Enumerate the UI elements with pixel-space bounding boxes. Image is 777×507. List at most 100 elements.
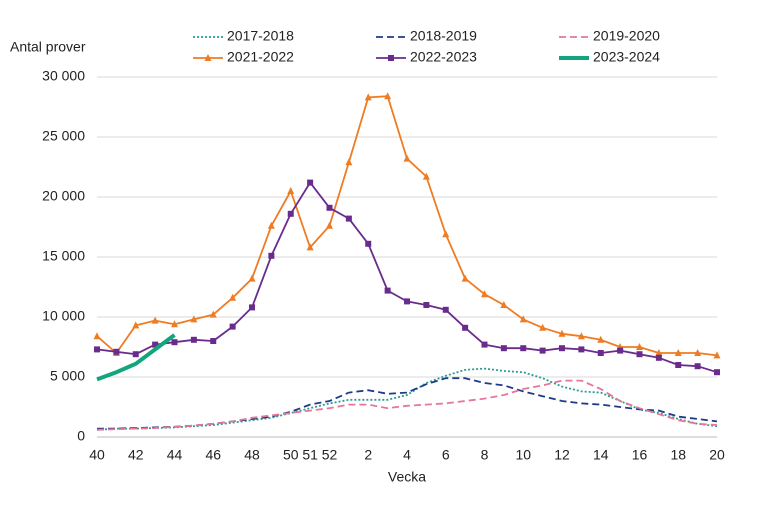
marker [714,369,720,376]
legend-label: 2019-2020 [593,28,660,44]
x-tick-label: 14 [593,447,609,463]
x-tick-label: 6 [442,447,450,463]
marker [190,315,198,323]
marker [404,298,410,305]
marker [171,339,178,346]
marker [113,348,120,355]
marker [151,316,159,324]
x-tick-label: 46 [205,447,221,463]
x-tick-label: 20 [709,447,725,463]
marker [558,329,566,337]
series-line [96,181,718,374]
marker [674,349,682,356]
marker [694,363,701,370]
legend-label: 2021-2022 [227,49,294,65]
marker [636,351,643,358]
marker [267,221,275,229]
series-line [96,333,176,382]
marker [597,335,605,343]
marker [442,230,450,238]
marker [365,240,372,247]
x-tick-label: 51 [302,447,318,463]
marker [597,350,604,356]
marker [94,346,100,353]
y-tick-label: 20 000 [42,188,85,204]
marker [559,345,565,352]
legend-label: 2022-2023 [410,49,477,65]
marker [713,351,721,359]
series-line [96,367,718,431]
marker [384,287,391,294]
marker [636,343,643,350]
marker [577,332,585,340]
marker [462,324,469,331]
legend-label: 2023-2024 [593,49,660,65]
x-tick-label: 40 [89,447,105,463]
legend-label: 2017-2018 [227,28,294,44]
x-tick-label: 18 [670,447,686,463]
marker [461,274,469,282]
x-axis-title: Vecka [388,469,426,485]
marker [345,158,353,166]
x-tick-label: 42 [128,447,144,463]
x-tick-label: 4 [403,447,411,463]
marker [93,332,101,340]
y-tick-label: 0 [77,428,85,444]
marker [204,54,212,61]
marker [287,210,294,217]
marker [229,293,237,301]
marker [248,274,256,282]
marker [539,347,546,354]
marker [694,349,702,356]
marker [132,321,140,329]
y-tick-label: 10 000 [42,308,85,324]
marker [481,341,488,348]
marker [520,345,527,352]
marker [423,302,430,308]
marker [384,92,392,100]
marker [268,252,275,259]
marker [249,304,255,311]
marker [364,93,372,101]
marker [132,351,139,358]
marker [442,306,449,313]
x-tick-label: 50 [283,447,299,463]
marker [519,315,527,323]
marker [326,204,333,211]
marker [655,354,662,361]
x-tick-label: 12 [554,447,570,463]
marker [210,338,217,344]
y-tick-label: 25 000 [42,128,85,144]
marker [152,341,159,348]
y-tick-label: 5 000 [50,368,85,384]
marker [209,310,217,318]
marker [287,187,295,194]
x-tick-label: 8 [481,447,489,463]
marker [326,221,333,229]
marker [171,320,178,328]
marker [578,346,585,353]
marker [500,345,507,352]
x-tick-label: 16 [632,447,648,463]
marker [539,323,547,331]
marker [481,290,488,298]
series-line [96,379,718,431]
marker [307,179,314,186]
y-tick-label: 30 000 [42,68,85,84]
marker [403,154,411,162]
y-tick-label: 15 000 [42,248,85,264]
legend-label: 2018-2019 [410,28,477,44]
marker [675,362,682,368]
marker [500,301,508,308]
marker [422,172,430,180]
marker [306,243,314,251]
marker [229,323,236,330]
marker [617,347,624,354]
x-tick-label: 44 [167,447,183,463]
marker [345,215,352,222]
marker [655,349,663,356]
y-axis-title: Antal prover [10,39,86,55]
x-tick-label: 52 [322,447,338,463]
marker [190,336,197,343]
